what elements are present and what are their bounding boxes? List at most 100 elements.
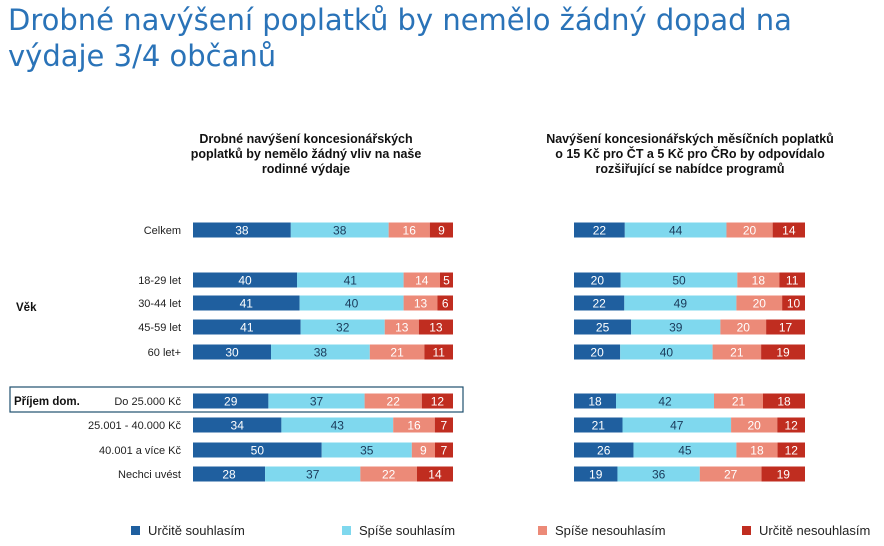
legend-swatch-s3 [538, 526, 547, 535]
bar-segment [761, 466, 805, 482]
bar-segment [429, 222, 453, 238]
bar-segment [393, 417, 435, 433]
data-label: 38 [235, 224, 249, 238]
data-label: 19 [776, 346, 790, 360]
data-label: 18 [750, 444, 764, 458]
bar-segment [620, 344, 713, 360]
data-label: 20 [591, 274, 605, 288]
page-title: Drobné navýšení poplatků by nemělo žádný… [8, 3, 792, 73]
bar-segment [699, 466, 762, 482]
data-label: 9 [420, 444, 427, 458]
bar-segment [766, 319, 805, 335]
bar-segment [299, 295, 404, 311]
data-label: 20 [737, 321, 751, 335]
bar-segment [321, 442, 412, 458]
category-label: 45-59 let [138, 322, 181, 334]
data-label: 35 [360, 444, 374, 458]
data-label: 16 [407, 419, 421, 433]
data-label: 5 [443, 274, 450, 288]
bar-segment [403, 272, 440, 288]
bar-segment [416, 466, 453, 482]
data-label: 13 [429, 321, 443, 335]
data-label: 9 [438, 224, 445, 238]
legend-swatch-s1 [131, 526, 140, 535]
bar-segment [574, 319, 632, 335]
bar-segment [712, 344, 762, 360]
bar-segment [193, 442, 322, 458]
bar-segment [616, 393, 714, 409]
bar-segment [281, 417, 394, 433]
category-label: Nechci uvést [118, 469, 181, 481]
bar-segment [384, 319, 419, 335]
bar-segment [617, 466, 700, 482]
category-label: 25.001 - 40.000 Kč [88, 420, 181, 432]
bar-segment [574, 417, 623, 433]
bar-segment [777, 417, 805, 433]
bar-segment [193, 272, 297, 288]
bar-segment [434, 417, 453, 433]
bar-segment [364, 393, 422, 409]
data-label: 19 [589, 468, 603, 482]
data-label: 25 [596, 321, 610, 335]
data-label: 11 [786, 274, 799, 288]
data-label: 44 [669, 224, 683, 238]
data-label: 22 [593, 224, 607, 238]
bar-segment [418, 319, 453, 335]
bar-segment [297, 272, 404, 288]
legend-item-s1: Určitě souhlasím [131, 523, 245, 538]
bar-segment [369, 344, 425, 360]
bar-segment [574, 466, 618, 482]
bar-segment [772, 222, 805, 238]
data-label: 20 [753, 297, 767, 311]
bar-segment [388, 222, 430, 238]
data-label: 39 [669, 321, 683, 335]
data-label: 45 [678, 444, 692, 458]
bar-segment [437, 295, 453, 311]
data-label: 7 [441, 419, 448, 433]
data-label: 21 [730, 346, 744, 360]
group-label-age: Věk [16, 302, 37, 314]
data-label: 21 [390, 346, 404, 360]
data-label: 18 [588, 395, 602, 409]
data-label: 50 [672, 274, 686, 288]
data-label: 21 [732, 395, 746, 409]
bar-segment [193, 344, 271, 360]
stacked-bar-chart: Celkem 18-29 let 30-44 let 45-59 let 60 let+… [9, 222, 805, 482]
category-label: 40.001 a více Kč [99, 445, 181, 457]
bar-segment [620, 272, 738, 288]
data-label: 40 [238, 274, 252, 288]
data-label: 40 [345, 297, 359, 311]
bar-segment [782, 295, 805, 311]
data-label: 41 [344, 274, 358, 288]
bar-segment [193, 393, 269, 409]
bar-segment [633, 442, 737, 458]
data-label: 10 [787, 297, 801, 311]
data-label: 18 [777, 395, 791, 409]
bar-segment [574, 295, 625, 311]
bar-segment [624, 222, 727, 238]
bar-segment [193, 417, 282, 433]
legend-label-s3: Spíše nesouhlasím [555, 523, 666, 538]
data-label: 18 [752, 274, 766, 288]
data-label: 14 [415, 274, 429, 288]
data-label: 47 [670, 419, 684, 433]
category-label: Celkem [144, 225, 181, 237]
data-label: 34 [231, 419, 245, 433]
data-label: 22 [382, 468, 396, 482]
data-label: 41 [240, 321, 254, 335]
data-label: 17 [779, 321, 793, 335]
legend-item-s4: Určitě nesouhlasím [742, 523, 870, 538]
bar-segment [779, 272, 805, 288]
bar-segment [300, 319, 385, 335]
bar-segment [271, 344, 370, 360]
bar-segment [574, 442, 634, 458]
bar-segment [440, 272, 453, 288]
data-label: 13 [395, 321, 409, 335]
data-label: 22 [592, 297, 606, 311]
data-label: 50 [251, 444, 265, 458]
legend-item-s3: Spíše nesouhlasím [538, 523, 666, 538]
bar-segment [731, 417, 778, 433]
data-label: 14 [782, 224, 796, 238]
bar-segment [411, 442, 435, 458]
legend-swatch-s2 [342, 526, 351, 535]
